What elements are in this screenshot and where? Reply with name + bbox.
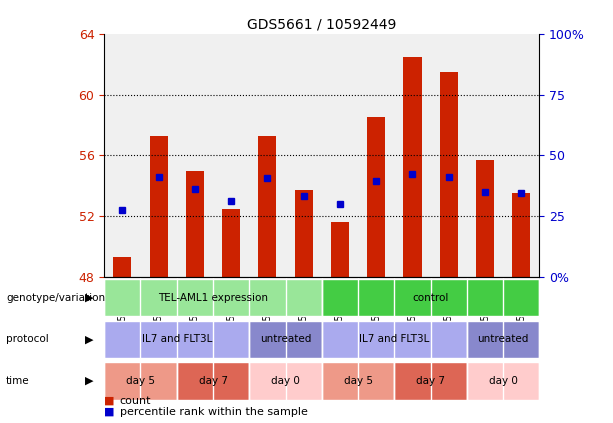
Text: day 0: day 0 xyxy=(271,376,300,386)
Bar xyxy=(150,136,168,277)
Text: ■: ■ xyxy=(104,396,115,406)
Bar xyxy=(295,190,313,277)
Bar xyxy=(403,57,422,277)
Bar xyxy=(331,222,349,277)
Text: IL7 and FLT3L: IL7 and FLT3L xyxy=(359,334,430,344)
Text: protocol: protocol xyxy=(6,334,49,344)
Text: day 5: day 5 xyxy=(344,376,373,386)
FancyBboxPatch shape xyxy=(104,321,249,358)
Title: GDS5661 / 10592449: GDS5661 / 10592449 xyxy=(247,17,397,31)
FancyBboxPatch shape xyxy=(177,362,249,400)
Text: ■: ■ xyxy=(104,407,115,417)
FancyBboxPatch shape xyxy=(322,362,394,400)
Text: day 0: day 0 xyxy=(489,376,517,386)
FancyBboxPatch shape xyxy=(249,321,322,358)
Text: control: control xyxy=(413,293,449,303)
Text: count: count xyxy=(120,396,151,406)
FancyBboxPatch shape xyxy=(467,321,539,358)
Bar xyxy=(186,170,204,277)
Text: ▶: ▶ xyxy=(85,293,93,303)
FancyBboxPatch shape xyxy=(467,362,539,400)
Bar xyxy=(222,209,240,277)
FancyBboxPatch shape xyxy=(104,362,177,400)
FancyBboxPatch shape xyxy=(394,362,467,400)
Text: IL7 and FLT3L: IL7 and FLT3L xyxy=(142,334,212,344)
Bar xyxy=(113,257,131,277)
Bar xyxy=(476,160,494,277)
FancyBboxPatch shape xyxy=(322,321,467,358)
Bar xyxy=(258,136,276,277)
Text: percentile rank within the sample: percentile rank within the sample xyxy=(120,407,307,417)
Text: time: time xyxy=(6,376,30,386)
Text: untreated: untreated xyxy=(260,334,311,344)
Text: day 5: day 5 xyxy=(126,376,155,386)
Text: ▶: ▶ xyxy=(85,334,93,344)
Text: genotype/variation: genotype/variation xyxy=(6,293,105,303)
Bar xyxy=(367,117,386,277)
Bar xyxy=(440,72,458,277)
Text: TEL-AML1 expression: TEL-AML1 expression xyxy=(158,293,268,303)
FancyBboxPatch shape xyxy=(322,279,539,316)
FancyBboxPatch shape xyxy=(249,362,322,400)
Text: ▶: ▶ xyxy=(85,376,93,386)
Text: untreated: untreated xyxy=(478,334,529,344)
Text: day 7: day 7 xyxy=(416,376,445,386)
Bar xyxy=(512,193,530,277)
Text: day 7: day 7 xyxy=(199,376,227,386)
FancyBboxPatch shape xyxy=(104,279,322,316)
